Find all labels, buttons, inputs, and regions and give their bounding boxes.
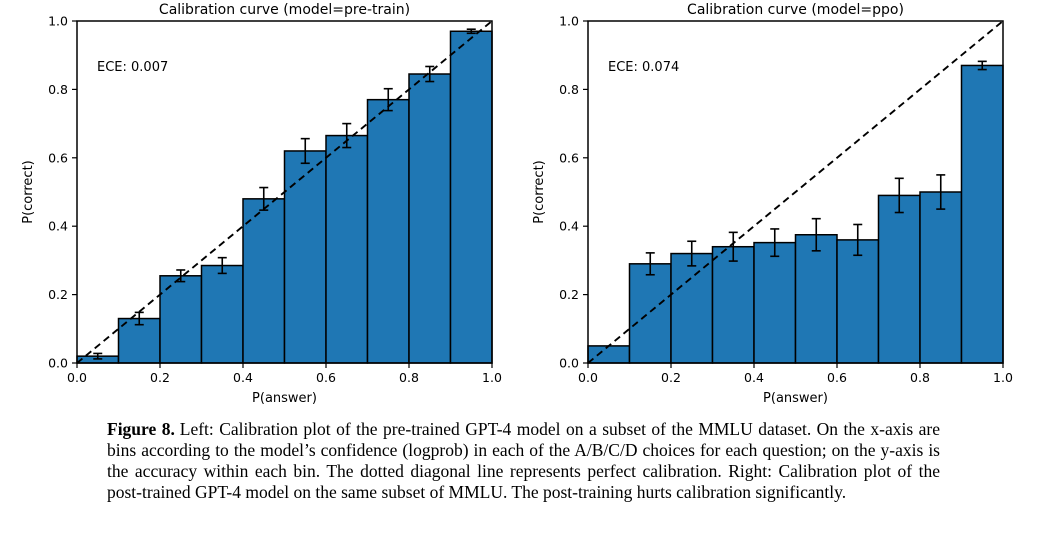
bar (325, 134, 369, 364)
axes-spines (76, 20, 493, 364)
bar (283, 150, 327, 364)
y-tick-label: 0.8 (559, 82, 579, 97)
x-axis-label: P(answer) (763, 391, 828, 406)
x-tick-label: 0.6 (316, 370, 336, 385)
x-tick-label: 0.4 (744, 370, 764, 385)
y-tick-label: 0.4 (48, 219, 68, 234)
x-tick-label: 0.2 (661, 370, 681, 385)
calibration-chart-pretrain: 0.0 0.2 0.4 0.6 0.8 1.0 0.0 0.2 0.4 0.6 0.8 1.0 Cali… (21, 2, 502, 406)
perfect-calibration-diagonal (587, 20, 1004, 364)
axes-spines (587, 20, 1004, 364)
bar (711, 245, 755, 364)
y-tick-label: 0.2 (559, 287, 579, 302)
y-tick-label: 0.6 (559, 150, 579, 165)
bar (242, 198, 286, 364)
caption-label: Figure 8. (107, 419, 175, 439)
bar (200, 264, 244, 364)
calibration-chart-ppo: 0.0 0.2 0.4 0.6 0.8 1.0 0.0 0.2 0.4 0.6 0.8 1.0 Cali… (532, 2, 1013, 406)
x-tick-label: 0.2 (150, 370, 170, 385)
bar (753, 241, 797, 364)
bar (960, 64, 1004, 364)
x-tick-label: 0.8 (399, 370, 419, 385)
y-tick-label: 0.2 (48, 287, 68, 302)
chart-title: Calibration curve (model=ppo) (687, 2, 904, 18)
x-tick-label: 1.0 (482, 370, 502, 385)
y-tick-label: 0.4 (559, 219, 579, 234)
x-tick-label: 0.8 (910, 370, 930, 385)
ece-annotation: ECE: 0.074 (608, 60, 679, 75)
y-axis-label: P(correct) (21, 160, 36, 224)
x-tick-label: 0.4 (233, 370, 253, 385)
chart-title: Calibration curve (model=pre-train) (159, 2, 410, 18)
y-tick-label: 0.8 (48, 82, 68, 97)
bar (836, 239, 880, 364)
ece-annotation: ECE: 0.007 (97, 60, 168, 75)
x-axis-label: P(answer) (252, 391, 317, 406)
y-tick-label: 0.6 (48, 150, 68, 165)
bar (628, 263, 672, 364)
bar (877, 194, 921, 364)
y-axis-label: P(correct) (532, 160, 547, 224)
bar (794, 234, 838, 364)
perfect-calibration-diagonal (76, 20, 493, 364)
x-tick-label: 0.0 (67, 370, 87, 385)
figure-caption: Figure 8. Left: Calibration plot of the p… (107, 419, 940, 503)
x-tick-label: 1.0 (993, 370, 1013, 385)
y-tick-label: 1.0 (559, 14, 579, 29)
bar (408, 73, 452, 364)
caption-text: Left: Calibration plot of the pre-traine… (107, 419, 940, 502)
bar (919, 191, 963, 364)
bar (449, 30, 493, 364)
y-tick-label: 0.0 (559, 356, 579, 371)
x-tick-label: 0.6 (827, 370, 847, 385)
bar (587, 345, 631, 364)
x-tick-label: 0.0 (578, 370, 598, 385)
bar (670, 252, 714, 364)
y-tick-label: 1.0 (48, 14, 68, 29)
bar (366, 98, 410, 364)
y-tick-label: 0.0 (48, 356, 68, 371)
